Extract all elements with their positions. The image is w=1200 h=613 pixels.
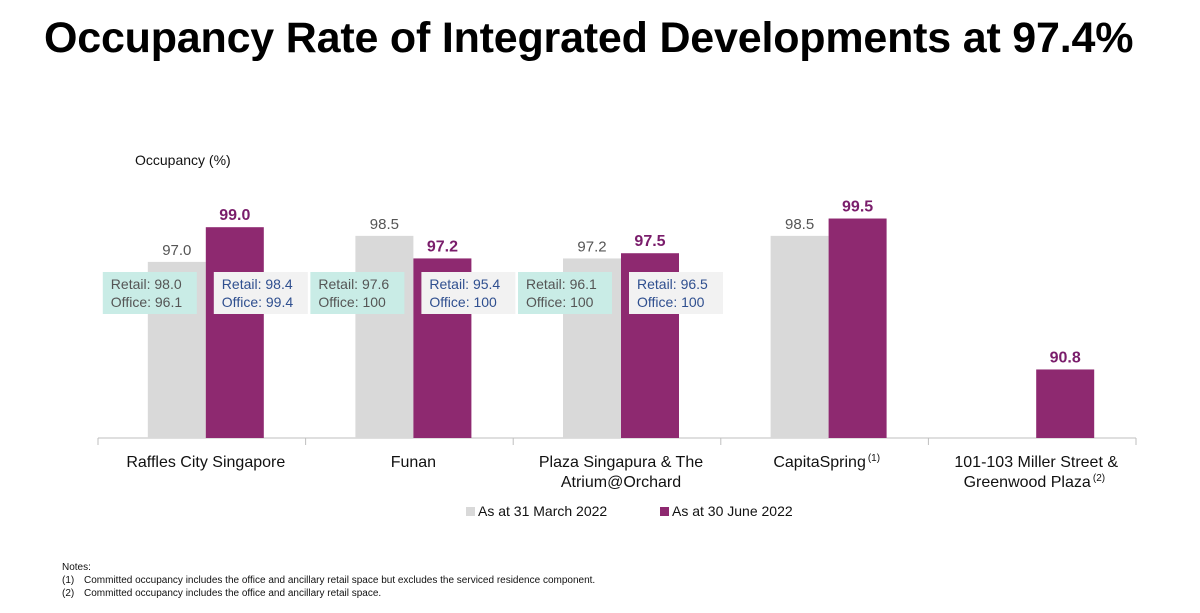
note-1: (1) Committed occupancy includes the offi… [62,574,595,587]
breakdown-box-march-0 [102,272,197,314]
breakdown-box-march-1 [310,272,405,314]
value-label-june-3: 99.5 [842,199,873,216]
breakdown-text-june-2-0: Retail: 96.5 [637,276,708,292]
breakdown-box-march-2 [518,272,612,314]
breakdown-text-march-1-1: Office: 100 [318,294,386,310]
value-label-june-4: 90.8 [1050,349,1081,366]
bar-june-3 [828,218,887,438]
breakdown-text-june-0-1: Office: 99.4 [222,294,294,310]
breakdown-text-march-2-0: Retail: 96.1 [526,276,597,292]
note-1-number: (1) [62,575,75,586]
breakdown-text-june-1-1: Office: 100 [429,294,497,310]
y-axis-label: Occupancy (%) [135,152,231,168]
breakdown-box-june-0 [213,272,308,314]
category-label-0: Raffles City Singapore [126,454,285,471]
value-label-march-2: 97.2 [577,238,606,255]
legend-swatch-june [660,507,669,516]
breakdown-text-june-1-0: Retail: 95.4 [429,276,500,292]
legend-swatch-march [466,507,475,516]
notes-heading: Notes: [62,562,91,573]
note-1-text: Committed occupancy includes the office … [84,575,596,586]
category-label-3: CapitaSpring [773,454,866,471]
note-2: (2) Committed occupancy includes the offi… [62,587,595,600]
legend-label-march: As at 31 March 2022 [478,503,607,519]
value-label-march-3: 98.5 [785,216,814,233]
note-2-text: Committed occupancy includes the office … [84,588,382,599]
value-label-june-1: 97.2 [427,238,458,255]
bar-june-4 [1036,369,1095,438]
category-footnote-ref-3: (1) [868,453,880,464]
breakdown-text-march-0-0: Retail: 98.0 [111,276,182,292]
category-label-4: 101-103 Miller Street & [954,454,1118,471]
breakdown-text-june-0-0: Retail: 98.4 [222,276,293,292]
breakdown-text-june-2-1: Office: 100 [637,294,705,310]
category-label-2-line2: Atrium@Orchard [561,474,681,491]
bar-june-0 [205,227,264,438]
category-label-2: Plaza Singapura & The [539,454,703,471]
bar-march-3 [770,235,829,438]
breakdown-text-march-1-0: Retail: 97.6 [318,276,389,292]
category-footnote-ref-4: (2) [1093,473,1105,484]
value-label-march-1: 98.5 [370,216,399,233]
breakdown-text-march-2-1: Office: 100 [526,294,594,310]
breakdown-text-march-0-1: Office: 96.1 [111,294,183,310]
notes: Notes: (1) Committed occupancy includes t… [62,561,595,600]
page-title: Occupancy Rate of Integrated Development… [44,14,1134,62]
note-2-number: (2) [62,588,75,599]
legend-label-june: As at 30 June 2022 [672,503,793,519]
bar-march-1 [355,235,414,438]
value-label-june-0: 99.0 [219,207,250,224]
value-label-june-2: 97.5 [634,233,665,250]
value-label-march-0: 97.0 [162,242,191,259]
category-label-4-line2: Greenwood Plaza [964,474,1091,491]
breakdown-box-june-2 [629,272,723,314]
breakdown-box-june-1 [421,272,516,314]
category-label-1: Funan [391,454,436,471]
